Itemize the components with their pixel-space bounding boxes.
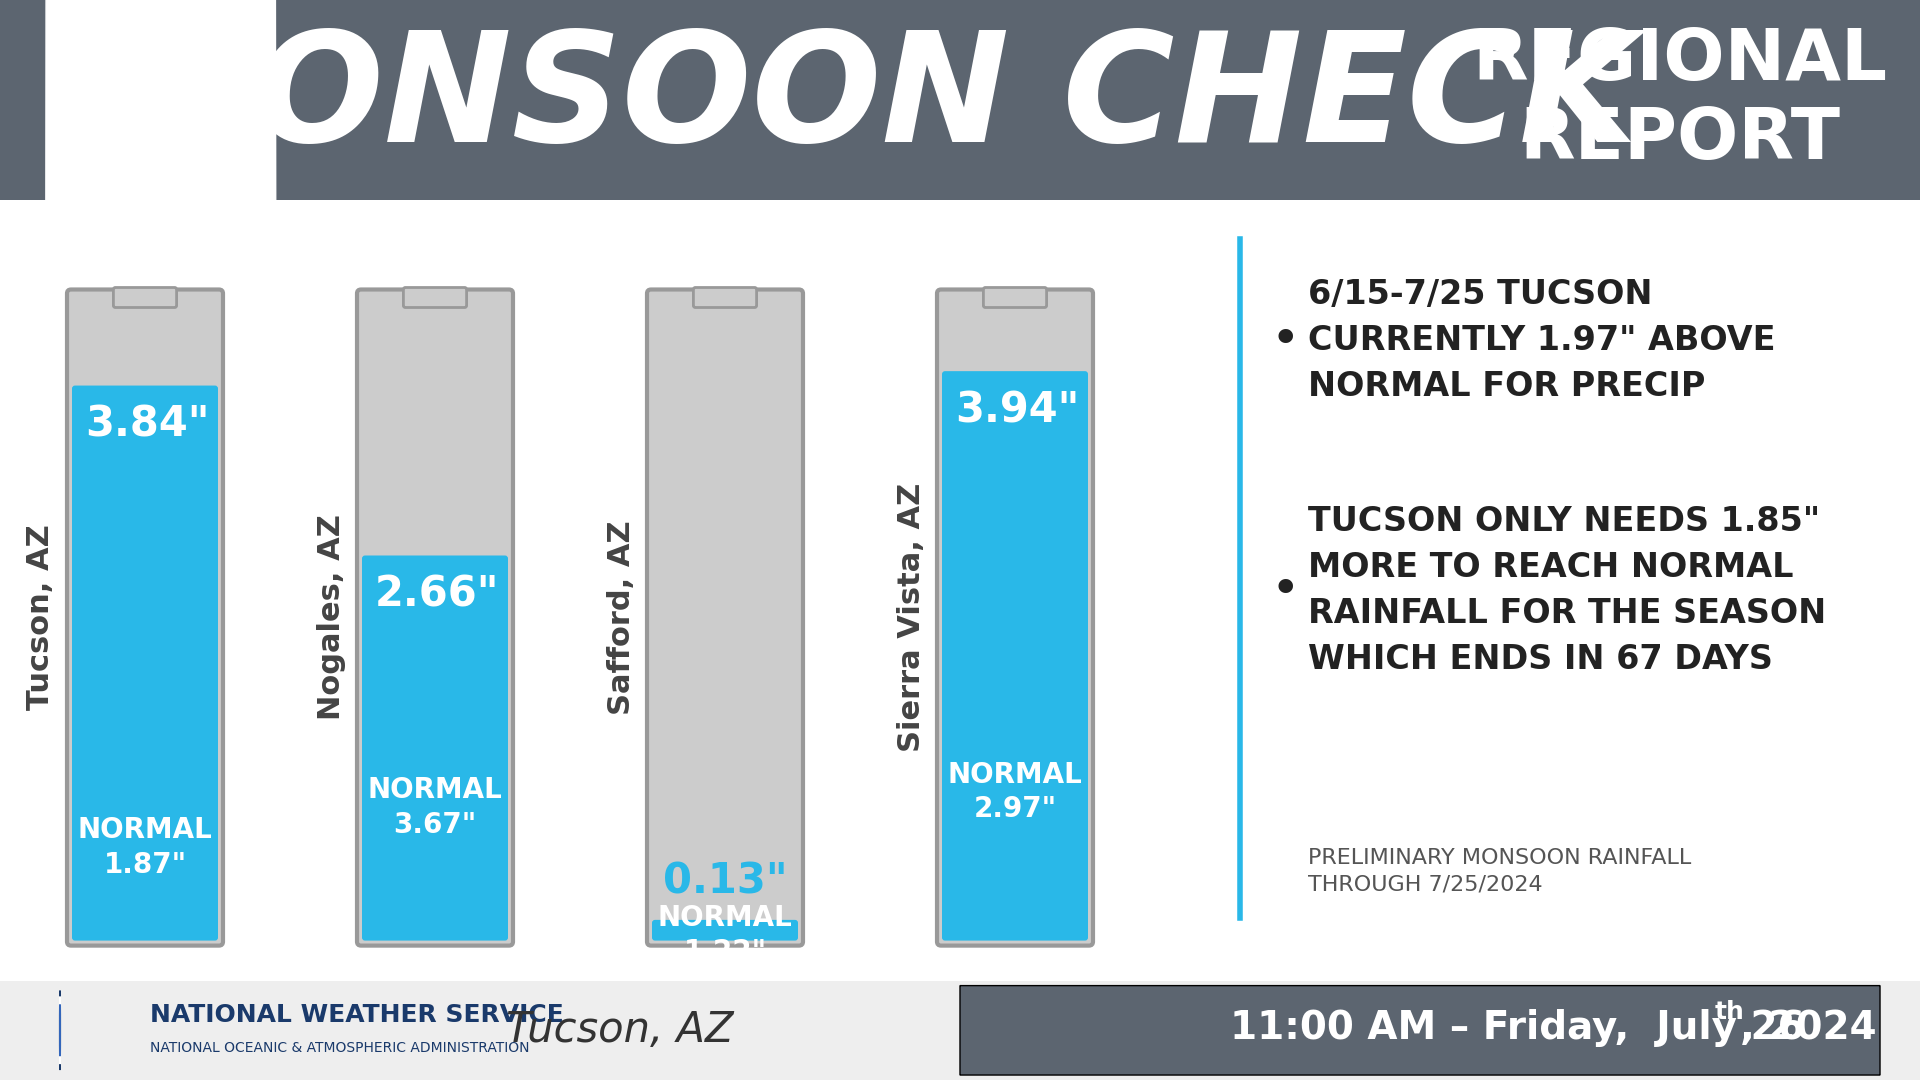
Text: TUCSON ONLY NEEDS 1.85"
MORE TO REACH NORMAL
RAINFALL FOR THE SEASON
WHICH ENDS : TUCSON ONLY NEEDS 1.85" MORE TO REACH NO… bbox=[1308, 504, 1826, 676]
FancyBboxPatch shape bbox=[363, 555, 509, 941]
Text: NATIONAL OCEANIC & ATMOSPHERIC ADMINISTRATION: NATIONAL OCEANIC & ATMOSPHERIC ADMINISTR… bbox=[150, 1041, 530, 1055]
Ellipse shape bbox=[81, 0, 259, 1080]
Text: •: • bbox=[1269, 566, 1300, 615]
Circle shape bbox=[44, 0, 156, 1080]
FancyBboxPatch shape bbox=[357, 289, 513, 946]
Text: 11:00 AM – Friday,  July 26: 11:00 AM – Friday, July 26 bbox=[1231, 1010, 1805, 1048]
Text: Sierra Vista, AZ: Sierra Vista, AZ bbox=[897, 483, 925, 752]
FancyBboxPatch shape bbox=[983, 287, 1046, 308]
FancyBboxPatch shape bbox=[943, 372, 1089, 941]
FancyBboxPatch shape bbox=[937, 289, 1092, 946]
Text: th: th bbox=[1715, 1000, 1745, 1025]
Text: NATIONAL WEATHER SERVICE: NATIONAL WEATHER SERVICE bbox=[150, 1003, 564, 1027]
Text: Nogales, AZ: Nogales, AZ bbox=[317, 514, 346, 720]
Text: Safford, AZ: Safford, AZ bbox=[607, 521, 636, 715]
Text: , 2024: , 2024 bbox=[1740, 1010, 1876, 1048]
Text: 3.84": 3.84" bbox=[84, 404, 209, 446]
FancyBboxPatch shape bbox=[693, 287, 756, 308]
Text: MONSOON CHECK: MONSOON CHECK bbox=[102, 26, 1638, 174]
FancyBboxPatch shape bbox=[653, 920, 799, 941]
FancyBboxPatch shape bbox=[960, 986, 1880, 1075]
Text: 6/15-7/25 TUCSON
CURRENTLY 1.97" ABOVE
NORMAL FOR PRECIP: 6/15-7/25 TUCSON CURRENTLY 1.97" ABOVE N… bbox=[1308, 278, 1776, 403]
Text: Tucson, AZ: Tucson, AZ bbox=[507, 1010, 733, 1051]
Text: PRELIMINARY MONSOON RAINFALL
THROUGH 7/25/2024: PRELIMINARY MONSOON RAINFALL THROUGH 7/2… bbox=[1308, 848, 1692, 894]
Text: REGIONAL
REPORT: REGIONAL REPORT bbox=[1473, 26, 1887, 174]
Text: NORMAL
2.97": NORMAL 2.97" bbox=[948, 760, 1083, 823]
Text: Tucson, AZ: Tucson, AZ bbox=[27, 525, 56, 711]
FancyBboxPatch shape bbox=[73, 386, 219, 941]
FancyBboxPatch shape bbox=[67, 289, 223, 946]
Text: NORMAL
1.87": NORMAL 1.87" bbox=[77, 816, 213, 879]
Text: 2.66": 2.66" bbox=[374, 573, 499, 616]
Text: 3.94": 3.94" bbox=[954, 389, 1079, 431]
FancyBboxPatch shape bbox=[113, 287, 177, 308]
FancyBboxPatch shape bbox=[647, 289, 803, 946]
Text: •: • bbox=[1269, 316, 1300, 364]
Text: NORMAL
1.22": NORMAL 1.22" bbox=[659, 904, 793, 967]
Circle shape bbox=[146, 0, 255, 1080]
FancyBboxPatch shape bbox=[403, 287, 467, 308]
Text: 0.13": 0.13" bbox=[662, 861, 787, 903]
Circle shape bbox=[182, 0, 278, 1080]
Circle shape bbox=[81, 0, 209, 1080]
Text: NORMAL
3.67": NORMAL 3.67" bbox=[367, 777, 503, 839]
